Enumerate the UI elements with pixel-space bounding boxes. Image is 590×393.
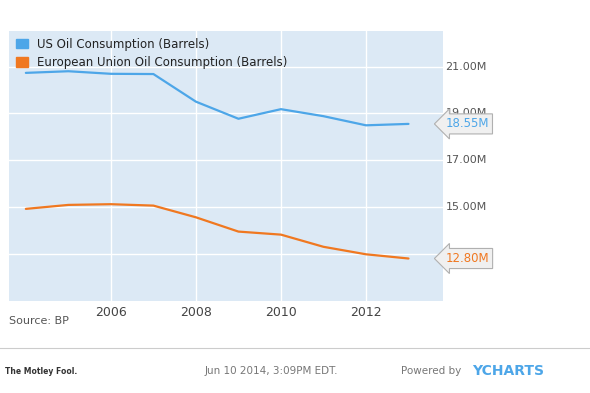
- Text: 21.00M: 21.00M: [445, 62, 487, 72]
- Text: The Motley Fool.: The Motley Fool.: [5, 367, 77, 376]
- Text: YCHARTS: YCHARTS: [472, 364, 544, 378]
- Text: Source: BP: Source: BP: [9, 316, 68, 326]
- Text: 15.00M: 15.00M: [445, 202, 487, 212]
- Text: Jun 10 2014, 3:09PM EDT.: Jun 10 2014, 3:09PM EDT.: [205, 366, 338, 376]
- Text: 18.55M: 18.55M: [445, 118, 489, 130]
- Text: 19.00M: 19.00M: [445, 108, 487, 118]
- Legend: US Oil Consumption (Barrels), European Union Oil Consumption (Barrels): US Oil Consumption (Barrels), European U…: [11, 33, 292, 74]
- Text: 13.00M: 13.00M: [445, 249, 487, 259]
- Text: 17.00M: 17.00M: [445, 155, 487, 165]
- Text: 12.80M: 12.80M: [445, 252, 489, 265]
- Text: Powered by: Powered by: [401, 366, 461, 376]
